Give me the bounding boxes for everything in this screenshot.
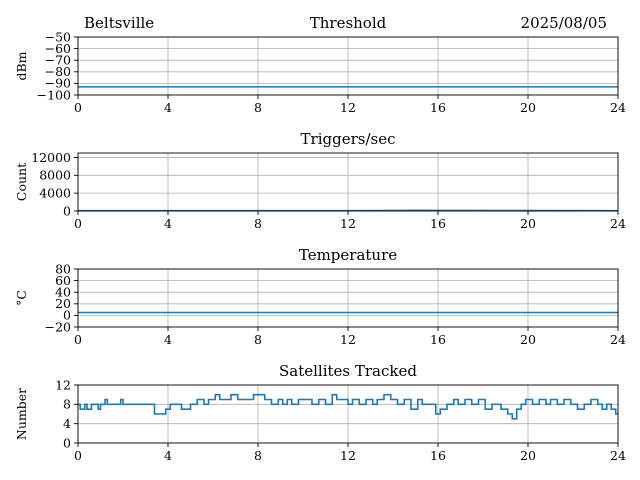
chart-title: Triggers/sec	[301, 130, 396, 148]
y-tick-label: −90	[45, 76, 71, 91]
y-tick-label: 0	[63, 308, 71, 323]
date-label: 2025/08/05	[521, 14, 607, 32]
y-tick-label: 12	[55, 377, 71, 392]
x-tick-label: 8	[254, 448, 262, 463]
chart-panel-3: 0 4 8 12 16 20 24 12 8 4 0 Satellites Tracked Number	[14, 362, 626, 463]
x-tick-label: 20	[520, 448, 536, 463]
y-tick-label: 4	[63, 416, 71, 431]
y-tick-label: 4000	[39, 185, 71, 200]
chart-title: Threshold	[310, 14, 387, 32]
x-tick-label: 4	[164, 448, 172, 463]
x-tick-label: 16	[430, 216, 446, 231]
chart-title: Satellites Tracked	[279, 362, 417, 380]
x-tick-label: 24	[610, 100, 626, 115]
series-line-0	[78, 393, 618, 420]
y-tick-label: 8000	[39, 168, 71, 183]
chart-title: Temperature	[299, 246, 397, 264]
x-tick-label: 12	[340, 448, 356, 463]
x-tick-label: 0	[74, 332, 82, 347]
x-tick-label: 16	[430, 100, 446, 115]
x-tick-label: 12	[340, 332, 356, 347]
y-tick-label: 0	[63, 203, 71, 218]
x-tick-label: 24	[610, 216, 626, 231]
y-tick-label: −100	[37, 87, 71, 102]
y-tick-label: −60	[45, 41, 71, 56]
y-tick-label: 12000	[31, 150, 71, 165]
x-tick-label: 16	[430, 448, 446, 463]
x-tick-label: 0	[74, 216, 82, 231]
x-tick-label: 8	[254, 332, 262, 347]
x-tick-label: 24	[610, 448, 626, 463]
x-tick-label: 0	[74, 448, 82, 463]
y-axis-label: dBm	[14, 51, 29, 80]
x-tick-label: 0	[74, 100, 82, 115]
y-tick-label: 20	[55, 296, 71, 311]
y-axis-label: Number	[14, 388, 29, 440]
x-tick-label: 12	[340, 100, 356, 115]
chart-panel-1: 0 4 8 12 16 20 24 12000 8000 4000 0 Triggers/sec Cou…	[14, 130, 626, 231]
x-tick-label: 4	[164, 332, 172, 347]
x-tick-label: 16	[430, 332, 446, 347]
y-axis-label: °C	[14, 290, 29, 306]
x-tick-label: 20	[520, 100, 536, 115]
x-tick-label: 4	[164, 100, 172, 115]
x-tick-label: 8	[254, 100, 262, 115]
x-tick-label: 8	[254, 216, 262, 231]
x-tick-label: 12	[340, 216, 356, 231]
station-label: Beltsville	[84, 14, 154, 32]
y-tick-label: 60	[55, 273, 71, 288]
y-axis-label: Count	[14, 163, 29, 201]
x-tick-label: 24	[610, 332, 626, 347]
y-tick-label: 8	[63, 397, 71, 412]
x-tick-label: 4	[164, 216, 172, 231]
x-tick-label: 20	[520, 332, 536, 347]
y-tick-label: 80	[55, 261, 71, 276]
y-tick-label: −50	[45, 29, 71, 44]
chart-panel-0: 0 4 8 12 16 20 24 −50−60−70−80−90−100 Threshold d…	[14, 14, 626, 115]
y-tick-label: −80	[45, 64, 71, 79]
y-tick-label: −20	[45, 319, 71, 334]
chart-panels: 0 4 8 12 16 20 24 −50−60−70−80−90−100 Threshold d…	[14, 14, 626, 463]
y-tick-label: −70	[45, 53, 71, 68]
y-tick-label: 0	[63, 435, 71, 450]
x-tick-label: 20	[520, 216, 536, 231]
y-tick-label: 40	[55, 285, 71, 300]
